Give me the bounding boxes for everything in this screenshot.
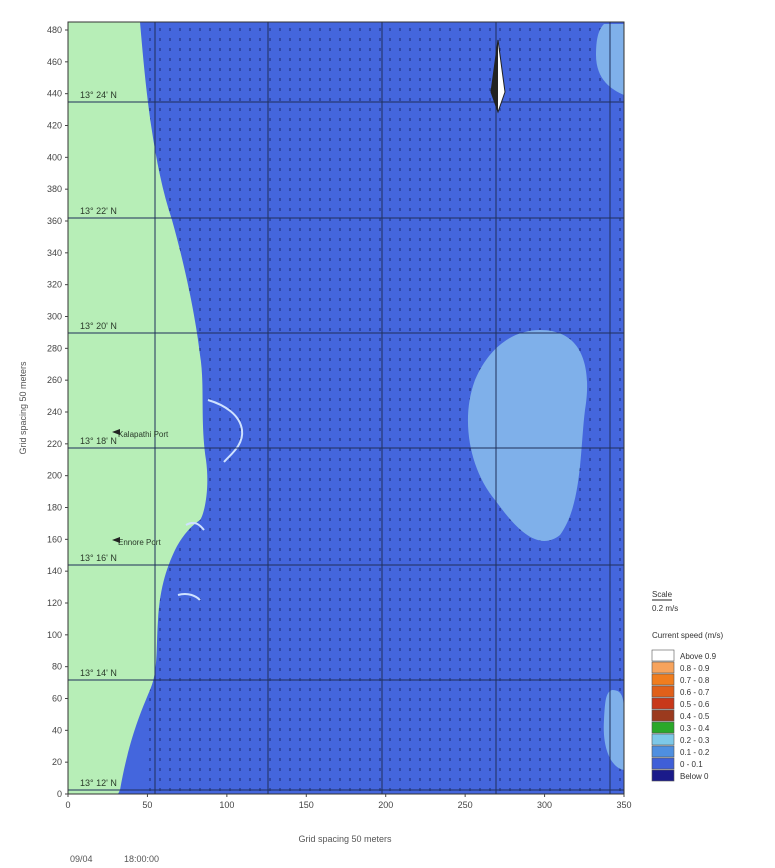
port-labels: Kalapathi Port Ennore Port: [112, 429, 169, 547]
legend-label: 0.6 - 0.7: [680, 688, 710, 697]
y-tick-label: 160: [47, 534, 62, 544]
x-tick-label: 200: [378, 800, 393, 810]
y-tick-label: 220: [47, 439, 62, 449]
x-tick-label: 50: [142, 800, 152, 810]
legend-label: 0.8 - 0.9: [680, 664, 710, 673]
legend-classes: Above 0.9 0.8 - 0.9 0.7 - 0.8 0.6 - 0.7 0.5 …: [651, 649, 717, 782]
y-tick-label: 140: [47, 566, 62, 576]
y-tick-label: 240: [47, 407, 62, 417]
y-tick-label: 420: [47, 121, 62, 131]
land-area: [68, 22, 208, 794]
y-tick-label: 20: [52, 757, 62, 767]
legend-swatch: [651, 649, 675, 662]
x-axis-ticks: 0 50 100 150 200 250 300 350: [65, 794, 632, 810]
plot-frame: [67, 21, 625, 795]
y-tick-label: 0: [57, 789, 62, 799]
legend-swatch: [651, 733, 675, 746]
legend-swatch: [651, 685, 675, 698]
legend-label: Above 0.9: [680, 652, 717, 661]
y-tick-label: 360: [47, 216, 62, 226]
latitude-label: 13° 24' N: [80, 90, 117, 100]
arrow-icon: [112, 429, 120, 435]
latitude-label: 13° 14' N: [80, 668, 117, 678]
ennore-port-jetty: [185, 521, 205, 531]
y-tick-label: 180: [47, 503, 62, 513]
legend-swatch: [651, 721, 675, 734]
legend-title: Current speed (m/s): [652, 631, 723, 640]
footer-date: 09/04: [70, 854, 93, 864]
legend-swatch: [651, 661, 675, 674]
ennore-port-breakwater: [177, 592, 201, 601]
latitude-label: 13° 20' N: [80, 321, 117, 331]
legend-label: 0.1 - 0.2: [680, 748, 710, 757]
graticule: [68, 22, 624, 794]
x-tick-label: 350: [616, 800, 631, 810]
kalapathi-port-breakwater: [207, 399, 244, 463]
latitude-label: 13° 22' N: [80, 206, 117, 216]
x-axis-title: Grid spacing 50 meters: [298, 834, 392, 844]
y-tick-label: 200: [47, 471, 62, 481]
x-tick-label: 0: [65, 800, 70, 810]
legend-swatch: [651, 757, 675, 770]
y-tick-label: 120: [47, 598, 62, 608]
y-tick-label: 460: [47, 57, 62, 67]
port-label-ennore: Ennore Port: [118, 538, 161, 547]
legend-label: 0.7 - 0.8: [680, 676, 710, 685]
legend-label: Below 0: [680, 772, 709, 781]
legend-label: 0.4 - 0.5: [680, 712, 710, 721]
latitude-label: 13° 12' N: [80, 778, 117, 788]
port-label-kalapathi: Kalapathi Port: [118, 430, 169, 439]
x-tick-label: 150: [299, 800, 314, 810]
legend-swatch: [651, 769, 675, 782]
latitude-labels: 13° 12' N 13° 14' N 13° 16' N 13° 18' N 13° …: [80, 90, 117, 788]
legend-scale-value: 0.2 m/s: [652, 604, 678, 613]
legend-label: 0 - 0.1: [680, 760, 703, 769]
eddy-patch-bottom-right: [603, 690, 624, 770]
y-tick-label: 340: [47, 248, 62, 258]
x-tick-label: 300: [537, 800, 552, 810]
legend-swatch: [651, 709, 675, 722]
north-arrow-icon: [490, 39, 506, 114]
latitude-label: 13° 16' N: [80, 553, 117, 563]
footer-time: 18:00:00: [124, 854, 159, 864]
legend-label: 0.3 - 0.4: [680, 724, 710, 733]
legend-swatch: [651, 745, 675, 758]
legend-scale-title: Scale: [652, 590, 673, 599]
y-axis-title: Grid spacing 50 meters: [18, 361, 28, 455]
y-tick-label: 80: [52, 662, 62, 672]
legend-label: 0.2 - 0.3: [680, 736, 710, 745]
y-tick-label: 60: [52, 694, 62, 704]
latitude-label: 13° 18' N: [80, 436, 117, 446]
y-tick-label: 260: [47, 375, 62, 385]
arrow-icon: [112, 537, 120, 543]
y-tick-label: 380: [47, 184, 62, 194]
legend-label: 0.5 - 0.6: [680, 700, 710, 709]
legend-swatch: [651, 697, 675, 710]
legend-swatch: [651, 673, 675, 686]
x-tick-label: 100: [219, 800, 234, 810]
y-tick-label: 300: [47, 312, 62, 322]
y-tick-label: 400: [47, 152, 62, 162]
y-tick-label: 320: [47, 280, 62, 290]
legend: Scale 0.2 m/s Current speed (m/s) Above …: [651, 590, 723, 782]
y-tick-label: 100: [47, 630, 62, 640]
y-tick-label: 440: [47, 89, 62, 99]
y-axis-ticks: 0 20 40 60 80 100 120 140 160 180 200 220 240 260 280 3…: [47, 25, 68, 799]
eddy-patch-center: [467, 330, 588, 541]
y-tick-label: 40: [52, 725, 62, 735]
y-tick-label: 280: [47, 343, 62, 353]
y-tick-label: 480: [47, 25, 62, 35]
x-tick-label: 250: [458, 800, 473, 810]
